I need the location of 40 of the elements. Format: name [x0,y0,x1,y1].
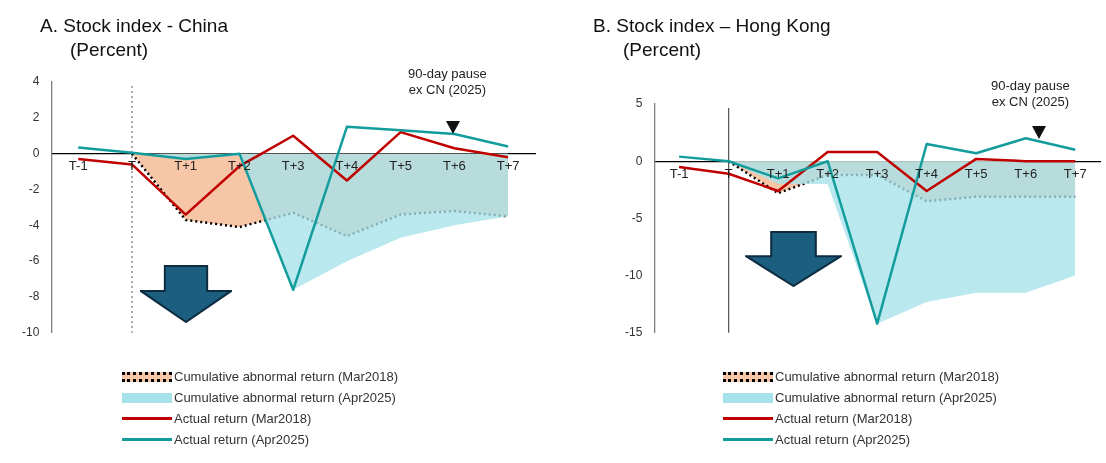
y-tick-label: 0 [32,145,40,160]
y-tick-label: -15 [625,325,643,340]
chart-subtitle: (Percent) [69,38,150,62]
legend-label: Cumulative abnormal return (Mar2018) [174,369,398,384]
legend-label: Cumulative abnormal return (Mar2018) [775,369,999,384]
y-tick-label: -6 [28,253,40,268]
x-tick-label: T+1 [174,158,198,174]
legend-label: Cumulative abnormal return (Apr2025) [174,390,396,405]
legend-label: Actual return (Apr2025) [775,432,911,447]
x-tick-label: T+3 [865,165,889,181]
y-tick-label: -2 [28,181,40,196]
y-tick-label: 4 [32,74,40,89]
annotation: 90-day pause ex CN (2025) [408,66,487,98]
x-tick-label: T+7 [1063,165,1087,181]
y-tick-label: -10 [22,325,40,340]
legend-label: Cumulative abnormal return (Apr2025) [775,390,997,405]
y-tick-label: 0 [635,153,643,168]
x-tick-label: T+5 [964,165,988,181]
x-tick-label: T+6 [1014,165,1038,181]
x-tick-label: T [724,165,733,181]
x-tick-label: T+7 [496,158,520,174]
legend-label: Actual return (Apr2025) [174,432,310,447]
legend-label: Actual return (Mar2018) [174,411,312,426]
x-tick-label: T-1 [68,158,88,174]
x-tick-label: T-1 [669,165,689,181]
y-tick-label: -4 [28,217,40,232]
annotation: 90-day pause ex CN (2025) [991,78,1070,110]
x-tick-label: T+5 [389,158,413,174]
y-tick-label: 2 [32,110,40,125]
y-tick-label: -10 [625,267,643,282]
chart-title: A. Stock index - China [40,14,228,38]
y-tick-label: -5 [631,210,643,225]
y-tick-label: -8 [28,289,40,304]
x-tick-label: T+3 [281,158,305,174]
chart-title: B. Stock index – Hong Kong [593,14,831,38]
chart-subtitle: (Percent) [622,38,703,62]
x-tick-label: T+6 [443,158,466,174]
y-tick-label: 5 [635,96,643,111]
x-tick-label: T+4 [335,158,359,174]
legend-label: Actual return (Mar2018) [775,411,913,426]
